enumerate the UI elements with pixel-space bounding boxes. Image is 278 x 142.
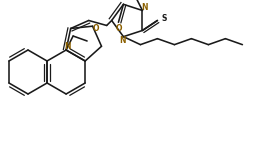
Text: N: N [119,36,126,45]
Text: N: N [64,41,70,51]
Text: O: O [115,24,122,33]
Text: S: S [162,14,167,23]
Text: N: N [141,3,148,12]
Text: O: O [92,24,99,33]
